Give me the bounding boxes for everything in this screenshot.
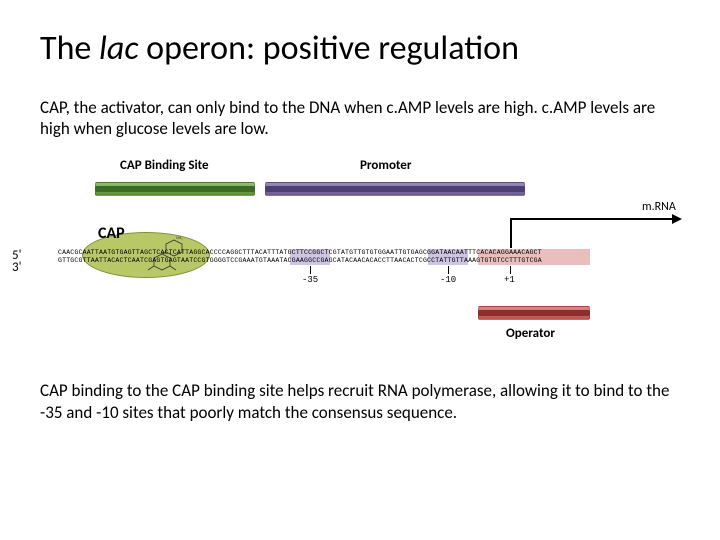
page-title: The lac operon: positive regulation — [40, 28, 680, 69]
title-pre: The — [40, 28, 99, 69]
intro-paragraph: CAP, the activator, can only bind to the… — [40, 97, 680, 140]
cap-protein-label: CAP — [98, 224, 125, 243]
cap-binding-site-label: CAP Binding Site — [120, 158, 209, 173]
tick-plus1-label: +1 — [504, 275, 515, 285]
svg-text:NH₂: NH₂ — [176, 236, 183, 241]
promoter-label: Promoter — [360, 158, 411, 173]
cap-binding-bar-inner — [95, 186, 255, 192]
tick-minus10-label: -10 — [440, 275, 456, 285]
title-ital: lac — [99, 28, 138, 69]
tick-minus35 — [310, 266, 311, 274]
tick-minus35-label: -35 — [302, 275, 318, 285]
operator-bar-inner — [478, 310, 590, 316]
mrna-arrow-vertical — [510, 218, 512, 248]
operator-label: Operator — [506, 326, 555, 341]
promoter-bar-inner — [265, 186, 525, 192]
tick-minus10 — [448, 266, 449, 274]
tick-plus1 — [510, 266, 511, 274]
mrna-arrow-horizontal — [510, 218, 672, 220]
dna-sequence-top: CAACGCAATTAATGTGAGTTAGCTCACTCATTAGGCACCC… — [58, 249, 542, 256]
mrna-label: m.RNA — [642, 200, 676, 214]
dna-sequence-bottom: GTTGCGTTAATTACACTCAATCGAGTGAGTAATCCGTGGG… — [58, 257, 542, 264]
title-post: operon: positive regulation — [138, 28, 518, 69]
lac-operon-diagram: CAP Binding Site Promoter m.RNA CAP NH — [40, 158, 680, 368]
three-prime-label: 3' — [12, 260, 21, 275]
bottom-paragraph: CAP binding to the CAP binding site help… — [40, 380, 680, 424]
mrna-arrow-head — [672, 214, 682, 224]
